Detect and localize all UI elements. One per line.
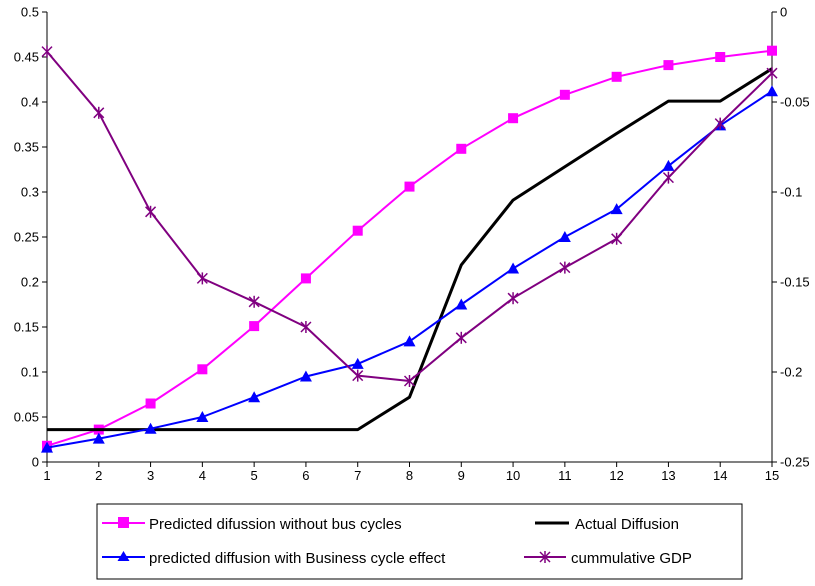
data-point-star — [145, 205, 157, 218]
data-point-square — [508, 113, 519, 124]
series-1 — [47, 67, 773, 432]
data-point-star — [352, 369, 364, 382]
x-tick-label: 14 — [713, 468, 727, 483]
data-point-square — [352, 225, 363, 236]
data-point-star — [93, 106, 105, 119]
y-tick-label-left: 0 — [32, 455, 39, 470]
data-point-triangle — [41, 441, 53, 453]
series-0 — [42, 45, 777, 451]
legend-item-1: Actual Diffusion — [535, 516, 679, 533]
data-point-triangle — [558, 231, 571, 242]
legend-item-0: Predicted difussion without bus cycles — [102, 516, 402, 533]
y-tick-label-left: 0.25 — [14, 230, 39, 245]
data-point-star — [559, 261, 571, 274]
x-tick-label: 2 — [95, 468, 102, 483]
y-tick-label-left: 0.1 — [21, 365, 39, 380]
x-tick-label: 13 — [661, 468, 675, 483]
y-tick-label-left: 0.05 — [14, 410, 39, 425]
legend-label: Actual Diffusion — [575, 516, 679, 533]
legend-label: Predicted difussion without bus cycles — [149, 516, 402, 533]
data-point-star — [611, 232, 623, 245]
data-point-square — [145, 398, 156, 409]
y-tick-label-left: 0.2 — [21, 275, 39, 290]
x-tick-label: 1 — [43, 468, 50, 483]
y-tick-label-right: -0.2 — [780, 365, 802, 380]
legend-label: cummulative GDP — [571, 550, 692, 567]
legend-item-3: cummulative GDP — [524, 550, 692, 567]
data-point-star — [248, 295, 260, 308]
series-3 — [41, 45, 778, 387]
x-tick-label: 15 — [765, 468, 779, 483]
data-point-square — [404, 181, 415, 192]
data-point-square — [663, 60, 674, 71]
legend-swatch-square-marker — [118, 517, 129, 528]
data-point-triangle — [144, 422, 157, 434]
x-tick-label: 6 — [302, 468, 309, 483]
data-point-square — [611, 71, 622, 82]
data-point-triangle — [403, 335, 416, 347]
series-line — [47, 67, 773, 432]
data-point-square — [300, 273, 311, 284]
y-tick-label-left: 0.5 — [21, 5, 39, 20]
y-tick-label-right: -0.15 — [780, 275, 810, 290]
data-point-star — [714, 117, 726, 130]
data-point-triangle — [351, 357, 364, 369]
y-tick-label-right: 0 — [780, 5, 787, 20]
data-point-triangle — [196, 411, 209, 422]
x-tick-label: 7 — [354, 468, 361, 483]
data-point-triangle — [92, 432, 105, 444]
data-point-star — [41, 45, 53, 58]
data-point-star — [766, 67, 778, 80]
data-point-triangle — [766, 85, 778, 97]
data-point-square — [249, 321, 260, 332]
data-point-star — [455, 331, 467, 344]
y-tick-label-left: 0.15 — [14, 320, 39, 335]
data-point-square — [456, 143, 467, 154]
y-tick-label-left: 0.3 — [21, 185, 39, 200]
data-point-triangle — [507, 262, 520, 274]
x-tick-label: 8 — [406, 468, 413, 483]
data-point-star — [196, 272, 208, 285]
x-tick-label: 4 — [199, 468, 206, 483]
data-point-triangle — [248, 391, 261, 403]
x-tick-label: 10 — [506, 468, 520, 483]
data-point-triangle — [610, 203, 623, 215]
x-tick-label: 3 — [147, 468, 154, 483]
y-tick-label-left: 0.45 — [14, 50, 39, 65]
x-tick-label: 11 — [558, 468, 572, 483]
series-2 — [41, 85, 778, 453]
data-point-triangle — [299, 370, 312, 382]
data-point-square — [767, 45, 777, 56]
data-point-triangle — [455, 298, 468, 310]
data-point-square — [197, 364, 208, 375]
legend-swatch-triangle-marker — [117, 551, 130, 561]
legend-item-2: predicted diffusion with Business cycle … — [102, 550, 446, 567]
data-point-star — [403, 375, 416, 387]
data-point-star — [507, 292, 519, 305]
x-tick-label: 9 — [458, 468, 465, 483]
y-tick-label-left: 0.35 — [14, 140, 39, 155]
y-tick-label-right: -0.25 — [780, 455, 810, 470]
data-point-triangle — [662, 159, 675, 171]
legend-label: predicted diffusion with Business cycle … — [149, 550, 446, 567]
x-tick-label: 12 — [609, 468, 623, 483]
legend-swatch-star-marker — [539, 551, 551, 563]
data-point-square — [559, 89, 570, 100]
y-tick-label-left: 0.4 — [21, 95, 39, 110]
y-tick-label-right: -0.05 — [780, 95, 810, 110]
legend-box — [96, 503, 743, 580]
data-point-star — [300, 321, 312, 333]
y-tick-label-right: -0.1 — [780, 185, 802, 200]
data-point-square — [715, 52, 726, 62]
data-point-star — [662, 171, 674, 184]
x-tick-label: 5 — [251, 468, 258, 483]
